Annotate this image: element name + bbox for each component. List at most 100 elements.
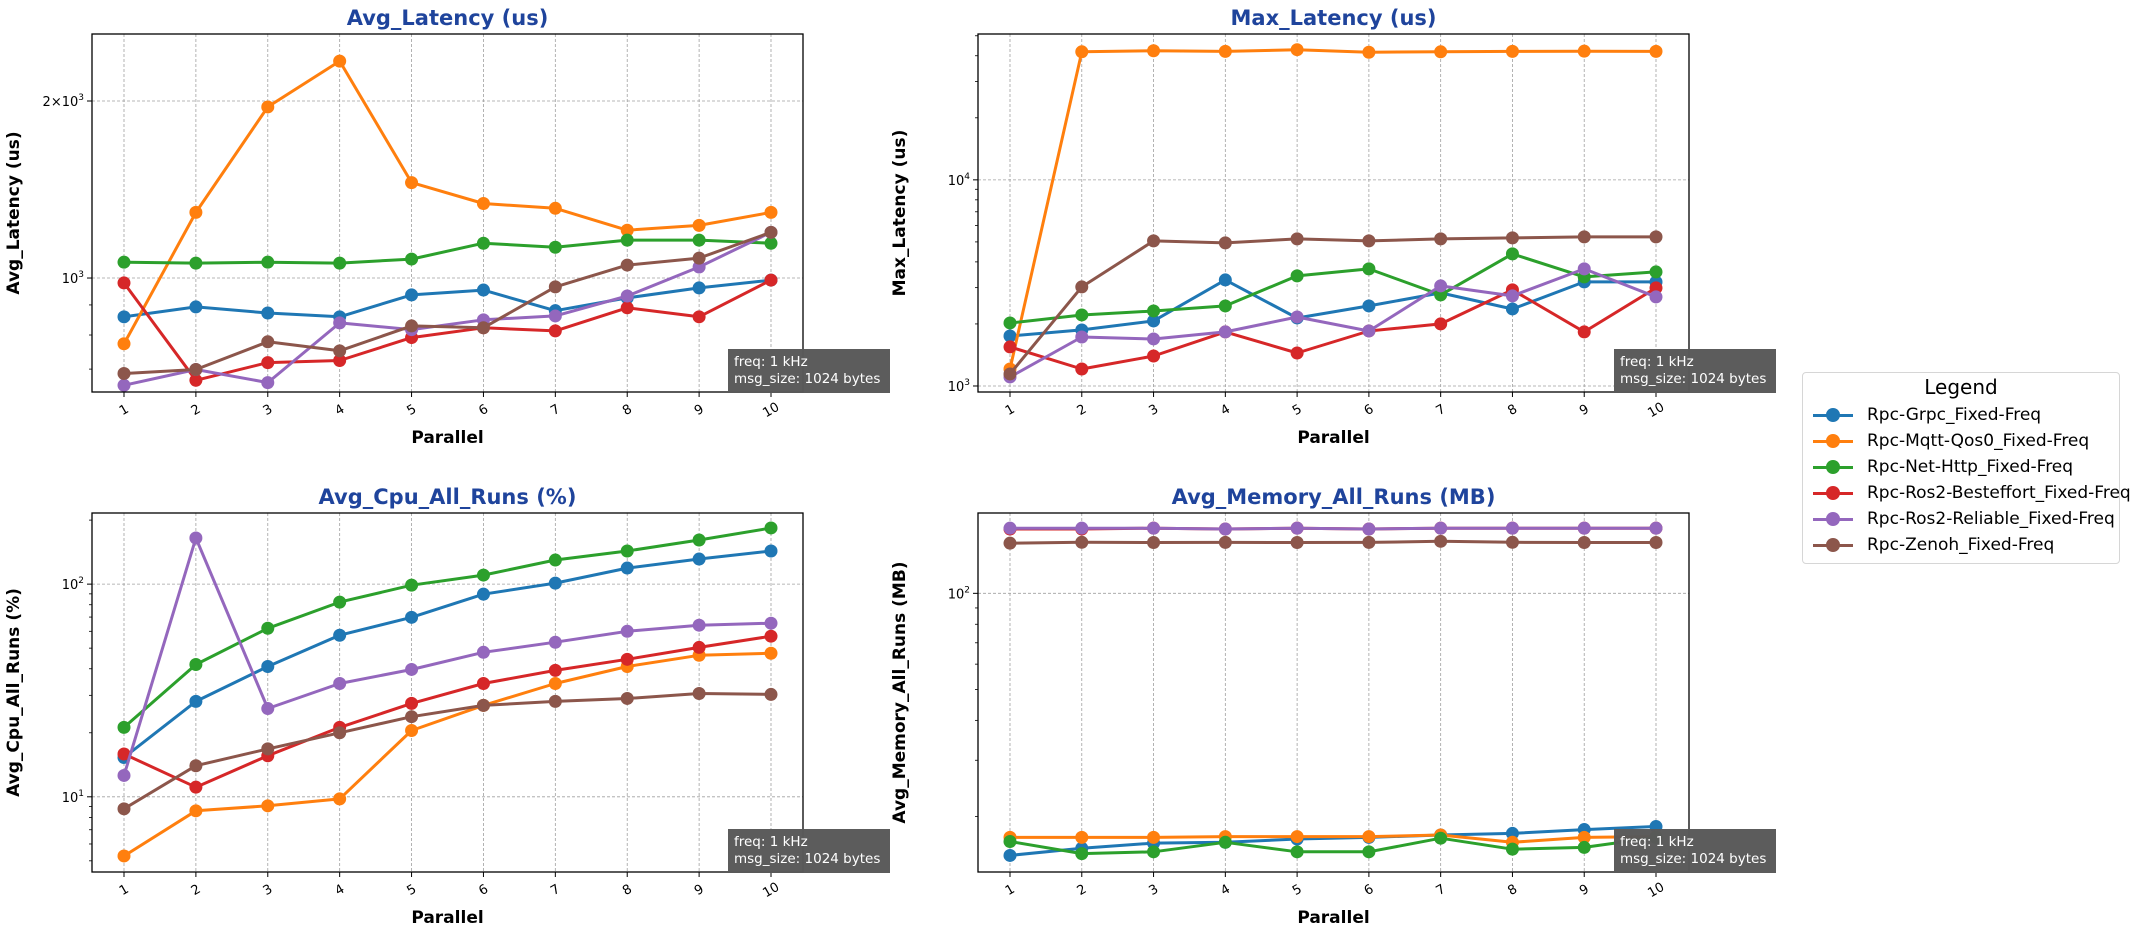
x-tick-label: 9 [692, 882, 707, 899]
x-tick-label: 9 [1577, 882, 1592, 899]
legend-marker-icon [1813, 535, 1853, 555]
data-point [1147, 349, 1161, 363]
subplot-title: Avg_Memory_All_Runs (MB) [1172, 485, 1496, 509]
series-line [1009, 825, 1657, 857]
x-tick-label: 6 [476, 402, 491, 419]
annotation-line: msg_size: 1024 bytes [1620, 851, 1766, 867]
annotation-line: msg_size: 1024 bytes [1620, 371, 1766, 387]
x-tick-label: 7 [548, 882, 563, 899]
y-axis-label: Max_Latency (us) [890, 130, 910, 297]
series-line [122, 278, 772, 382]
x-tick-label: 4 [1218, 402, 1233, 419]
data-point [261, 621, 275, 635]
x-axis-label: Parallel [411, 908, 483, 928]
x-tick-label: 8 [1505, 882, 1520, 899]
data-point [189, 300, 203, 314]
data-point [476, 196, 490, 210]
x-tick-label: 7 [1434, 882, 1449, 899]
data-point [476, 676, 490, 690]
data-point [1075, 521, 1089, 535]
data-point [1003, 834, 1017, 848]
plot-frame [977, 33, 1690, 393]
data-point [1362, 234, 1376, 248]
data-point [117, 367, 131, 381]
x-tick-label: 7 [548, 402, 563, 419]
x-tick-label: 2 [189, 882, 204, 899]
data-point [620, 233, 634, 247]
data-point [1003, 316, 1017, 330]
data-point [1577, 325, 1591, 339]
data-point [1075, 535, 1089, 549]
data-point [548, 635, 562, 649]
data-point [117, 378, 131, 392]
data-point [1649, 290, 1663, 304]
data-point [189, 657, 203, 671]
data-point [1147, 521, 1161, 535]
data-point [1147, 845, 1161, 859]
data-point [692, 310, 706, 324]
data-point [1362, 324, 1376, 338]
data-point [1577, 521, 1591, 535]
data-point [692, 618, 706, 632]
data-point [1577, 44, 1591, 58]
data-point [1505, 826, 1519, 840]
data-point [261, 742, 275, 756]
data-point [620, 691, 634, 705]
data-point [692, 251, 706, 265]
subplot-avg-cpu-all-runs: Avg_Cpu_All_Runs (%) 1 2 3 4 5 6 7 8 9 10 101 102 Par… [4, 485, 890, 928]
x-tick-label: 3 [261, 882, 276, 899]
data-point [1505, 247, 1519, 261]
data-point [117, 255, 131, 269]
x-tick-label: 4 [1218, 882, 1233, 899]
series-line [1008, 235, 1656, 375]
legend-title: Legend [1924, 375, 1998, 399]
data-point [333, 354, 347, 368]
series-rpc-zenoh-fixed-freq [1003, 534, 1663, 550]
data-point [189, 759, 203, 773]
plot-frame [977, 512, 1690, 873]
data-point [1577, 840, 1591, 854]
data-point [1434, 521, 1448, 535]
data-point [1147, 314, 1161, 328]
series-rpc-net-http-fixed-freq [117, 233, 778, 270]
data-point [620, 223, 634, 237]
legend-item: Rpc-Zenoh_Fixed-Freq [1813, 533, 2054, 557]
x-tick-label: 7 [1434, 402, 1449, 419]
data-point [1003, 848, 1017, 862]
data-point [692, 640, 706, 654]
y-tick-label: 104 [948, 172, 971, 189]
series-rpc-ros2-reliable-fixed-freq [1003, 521, 1663, 536]
data-point [405, 662, 419, 676]
data-point [1290, 346, 1304, 360]
data-point [764, 205, 778, 219]
series-line [1009, 278, 1656, 338]
x-tick-label: 5 [404, 402, 419, 419]
data-point [1577, 535, 1591, 549]
series-rpc-mqtt-qos0-fixed-freq [1003, 43, 1663, 376]
data-point [1434, 534, 1448, 548]
annotation-line: freq: 1 kHz [1620, 834, 1694, 850]
data-point [189, 804, 203, 818]
data-point [476, 236, 490, 250]
series-line [123, 692, 772, 811]
data-point [764, 521, 778, 535]
x-tick-label: 1 [1003, 882, 1018, 899]
data-point [1649, 265, 1663, 279]
data-point [548, 694, 562, 708]
data-point [1075, 330, 1089, 344]
legend: Legend Rpc-Grpc_Fixed-Freq Rpc-Mqtt-Qos0_… [1802, 372, 2130, 564]
subplot-max-latency-us: Max_Latency (us) 1 2 3 4 5 6 7 8 9 10 103 104 Paralle… [890, 6, 1776, 448]
data-point [261, 799, 275, 813]
data-point [692, 233, 706, 247]
data-point [620, 624, 634, 638]
data-point [189, 256, 203, 270]
data-point [764, 687, 778, 701]
x-tick-label: 10 [1645, 880, 1667, 901]
y-axis-label: Avg_Cpu_All_Runs (%) [4, 588, 24, 797]
data-point [1362, 522, 1376, 536]
data-point [333, 726, 347, 740]
series-rpc-grpc-fixed-freq [1003, 820, 1663, 862]
